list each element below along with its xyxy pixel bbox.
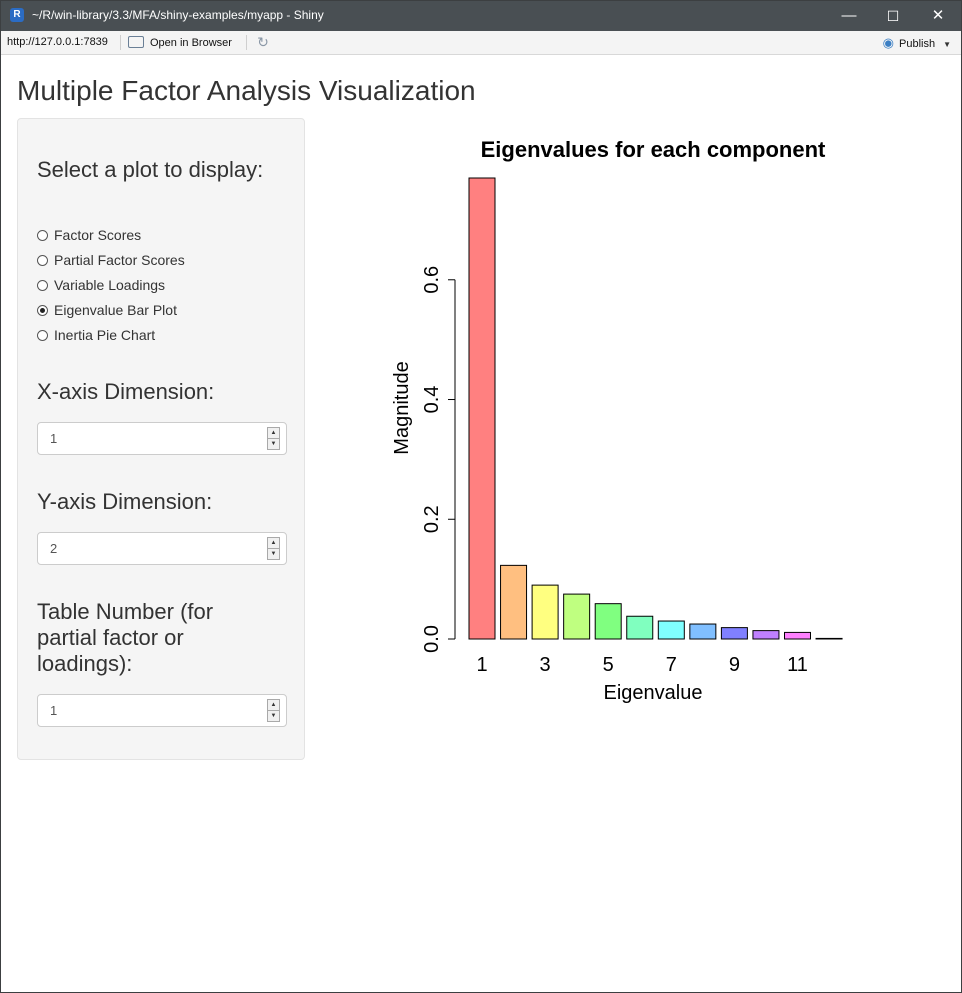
x-tick-label: 3: [540, 654, 551, 676]
bar-12: [815, 637, 843, 640]
stepper-down-icon[interactable]: ▼: [270, 551, 277, 557]
close-button[interactable]: ✕: [931, 7, 945, 24]
radio-eigenvalue-bar-plot[interactable]: Eigenvalue Bar Plot: [37, 301, 177, 319]
browser-icon: [128, 36, 144, 49]
stepper-down-icon[interactable]: ▼: [270, 713, 277, 719]
x-tick-label: 9: [729, 654, 740, 676]
window-title: ~/R/win-library/3.3/MFA/shiny-examples/m…: [32, 8, 324, 22]
stepper-up-icon[interactable]: ▲: [268, 428, 279, 439]
chart-title: Eigenvalues for each component: [481, 137, 826, 162]
y-axis-dimension-input[interactable]: 2 ▲ ▼: [37, 532, 287, 565]
x-tick-label: 5: [603, 654, 614, 676]
x-axis-label: Eigenvalue: [604, 682, 703, 704]
toolbar-divider: [120, 35, 121, 50]
x-tick-label: 1: [476, 654, 487, 676]
radio-button-selected-icon[interactable]: [37, 304, 48, 316]
publish-icon: ◉: [882, 35, 894, 50]
radio-label: Variable Loadings: [54, 277, 166, 293]
plot-select-label: Select a plot to display:: [37, 157, 264, 182]
viewer-toolbar: http://127.0.0.1:7839 Open in Browser ↻ …: [1, 31, 961, 55]
bar-5: [594, 603, 622, 640]
radio-button-icon[interactable]: [37, 254, 48, 266]
page-title: Multiple Factor Analysis Visualization: [17, 75, 476, 106]
open-in-browser-label: Open in Browser: [150, 37, 232, 49]
y-tick-label: 0.0: [421, 625, 443, 653]
bar-8: [689, 623, 717, 640]
refresh-icon[interactable]: ↻: [257, 34, 269, 50]
x-tick-label: 11: [787, 654, 808, 676]
publish-button[interactable]: ◉ Publish ▼: [883, 35, 951, 51]
table-number-input[interactable]: 1 ▲ ▼: [37, 694, 287, 727]
radio-button-icon[interactable]: [37, 229, 48, 241]
x-axis-dimension-value: 1: [50, 431, 58, 446]
radio-label: Inertia Pie Chart: [54, 327, 156, 343]
bar-4: [563, 593, 591, 640]
bar-10: [752, 630, 780, 640]
table-number-value: 1: [50, 703, 58, 718]
radio-label: Eigenvalue Bar Plot: [54, 302, 177, 318]
minimize-button[interactable]: —: [841, 7, 857, 24]
radio-factor-scores[interactable]: Factor Scores: [37, 226, 141, 244]
title-bar: R ~/R/win-library/3.3/MFA/shiny-examples…: [1, 1, 961, 31]
table-number-label: Table Number (for partial factor or load…: [37, 599, 214, 676]
maximize-button[interactable]: ☐: [886, 8, 900, 24]
radio-partial-factor-scores[interactable]: Partial Factor Scores: [37, 251, 185, 269]
y-axis-dimension-label: Y-axis Dimension:: [37, 489, 213, 514]
bar-6: [626, 615, 654, 640]
radio-button-icon[interactable]: [37, 329, 48, 341]
sidebar-panel: Select a plot to display: Factor Scores …: [17, 118, 305, 760]
url-text[interactable]: http://127.0.0.1:7839: [7, 36, 108, 48]
toolbar-divider: [246, 35, 247, 50]
eigenvalue-plot: Eigenvalues for each component 0.0 0.2 0.4 0…: [321, 118, 941, 738]
radio-label: Partial Factor Scores: [54, 252, 185, 268]
number-stepper[interactable]: ▲ ▼: [267, 537, 280, 560]
radio-variable-loadings[interactable]: Variable Loadings: [37, 276, 165, 294]
y-tick-label: 0.2: [421, 505, 443, 533]
bar-9: [720, 627, 748, 640]
bar-1: [468, 177, 496, 640]
r-app-icon: R: [10, 8, 24, 22]
stepper-up-icon[interactable]: ▲: [268, 538, 279, 549]
stepper-up-icon[interactable]: ▲: [268, 700, 279, 711]
chevron-down-icon: ▼: [943, 40, 951, 49]
bar-7: [657, 620, 685, 640]
number-stepper[interactable]: ▲ ▼: [267, 427, 280, 450]
radio-inertia-pie-chart[interactable]: Inertia Pie Chart: [37, 326, 155, 344]
y-axis-dimension-value: 2: [50, 541, 58, 556]
y-tick-label: 0.4: [421, 386, 443, 414]
bar-11: [784, 631, 811, 640]
open-in-browser-button[interactable]: Open in Browser: [128, 35, 232, 51]
bar-2: [500, 564, 528, 640]
y-axis-label: Magnitude: [391, 361, 413, 454]
eigenvalue-bar-chart: Eigenvalues for each component 0.0 0.2 0.4 0…: [391, 137, 843, 704]
radio-label: Factor Scores: [54, 227, 142, 243]
stepper-down-icon[interactable]: ▼: [270, 441, 277, 447]
x-tick-label: 7: [666, 654, 677, 676]
x-axis-dimension-label: X-axis Dimension:: [37, 379, 215, 404]
y-tick-label: 0.6: [421, 266, 443, 294]
publish-label: Publish: [899, 38, 936, 50]
number-stepper[interactable]: ▲ ▼: [267, 699, 280, 722]
radio-button-icon[interactable]: [37, 279, 48, 291]
x-axis-dimension-input[interactable]: 1 ▲ ▼: [37, 422, 287, 455]
bar-3: [531, 584, 559, 640]
